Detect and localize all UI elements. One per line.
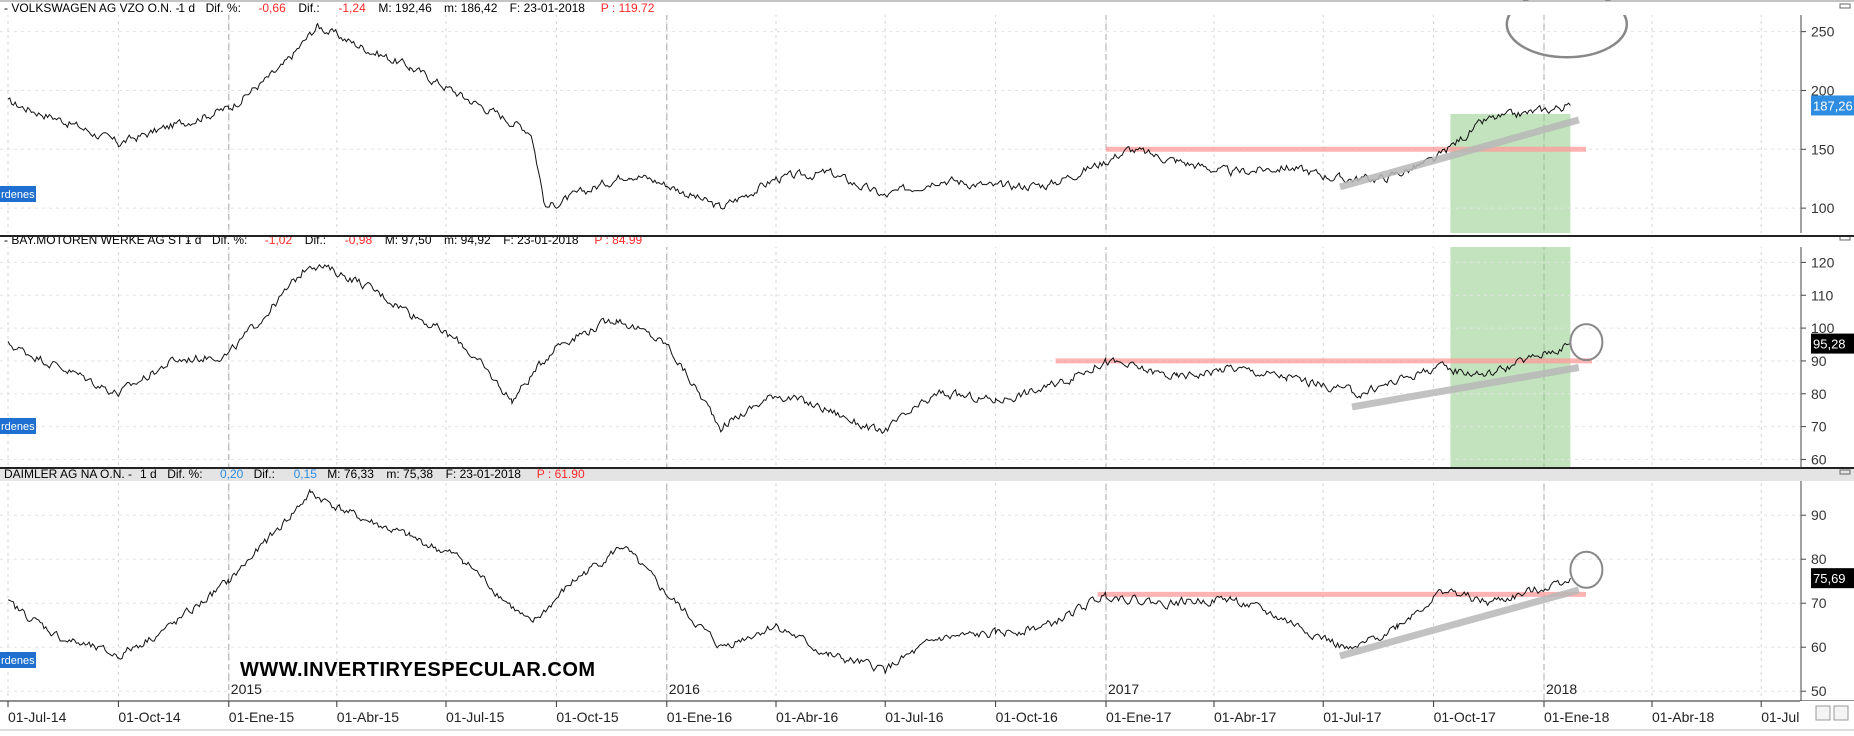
y-tick-label: 110 <box>1811 287 1834 303</box>
x-tick-label-10: 01-Ene-17 <box>1106 709 1172 725</box>
header-field-0: - VOLKSWAGEN AG VZO O.N. - <box>4 1 180 15</box>
header-field-9: P : 119.72 <box>601 1 655 15</box>
year-label-0: 2015 <box>231 681 262 697</box>
x-tick-label-15: 01-Abr-18 <box>1652 709 1714 725</box>
x-tick-label-6: 01-Ene-16 <box>667 709 733 725</box>
panel-minimize-icon <box>1839 3 1851 9</box>
x-tick-label-14: 01-Ene-18 <box>1544 709 1610 725</box>
orders-badge-label: rdenes <box>1 189 35 201</box>
trend-line <box>1339 116 1580 191</box>
y-tick-label: 80 <box>1811 551 1827 567</box>
x-tick-label-8: 01-Jul-16 <box>885 709 944 725</box>
panel-bmw <box>0 261 1800 460</box>
header-field-3: 0,20 <box>220 467 244 481</box>
header-field-2: Dif. %: <box>206 1 241 15</box>
last-price-label: 75,69 <box>1813 571 1846 586</box>
year-label-2: 2017 <box>1108 681 1139 697</box>
header-field-6: M: 192,46 <box>378 1 432 15</box>
x-tick-label-5: 01-Oct-15 <box>556 709 618 725</box>
x-tick-label-0: 01-Jul-14 <box>8 709 67 725</box>
header-field-4: Dif.: <box>298 1 319 15</box>
price-line-bmw <box>7 263 1571 435</box>
x-tick-label-13: 01-Oct-17 <box>1434 709 1496 725</box>
header-field-1: 1 d <box>140 467 157 481</box>
y-tick-label: 70 <box>1811 419 1827 435</box>
orders-badge <box>0 418 36 434</box>
header-field-9: P : 61.90 <box>537 467 585 481</box>
header-field-7: m: 75,38 <box>386 467 433 481</box>
y-tick-label: 200 <box>1811 82 1835 98</box>
x-tick-label-3: 01-Abr-15 <box>337 709 399 725</box>
header-field-8: F: 23-01-2018 <box>510 1 586 15</box>
header-field-5: -1,24 <box>338 1 366 15</box>
x-tick-label-2: 01-Ene-15 <box>229 709 295 725</box>
orders-badge-label: rdenes <box>1 655 35 667</box>
x-tick-label-9: 01-Oct-16 <box>996 709 1058 725</box>
trend-line <box>1339 586 1580 660</box>
y-tick-label: 80 <box>1811 386 1827 402</box>
watermark-text: WWW.INVERTIRYESPECULAR.COM <box>240 659 596 681</box>
panel-minimize-icon <box>1839 469 1851 475</box>
x-tick-label-1: 01-Oct-14 <box>118 709 180 725</box>
last-price-box <box>1811 333 1854 354</box>
header-field-5: 0,15 <box>294 467 318 481</box>
orders-badge-label: rdenes <box>1 421 35 433</box>
trend-line <box>1351 364 1580 411</box>
grid-icon <box>1833 705 1849 721</box>
y-tick-label: 60 <box>1811 451 1827 467</box>
y-tick-label: 90 <box>1811 507 1827 523</box>
header-field-8: F: 23-01-2018 <box>446 467 522 481</box>
price-line-volkswagen <box>7 22 1571 210</box>
panel-daimler <box>0 488 1800 692</box>
y-tick-label: 50 <box>1811 683 1827 699</box>
x-tick-label-12: 01-Jul-17 <box>1323 709 1382 725</box>
highlight-zone <box>1450 114 1571 480</box>
header-field-1: 1 d <box>178 1 195 15</box>
x-tick-label-4: 01-Jul-15 <box>446 709 505 725</box>
panel-header-daimler: DAIMLER AG NA O.N. - 1 d Dif. %: 0,20 Dif.: 0… <box>4 467 585 481</box>
last-price-box <box>1811 568 1854 589</box>
header-field-4: Dif.: <box>254 467 275 481</box>
ellipse-annotation <box>1569 323 1604 362</box>
year-label-1: 2016 <box>669 681 700 697</box>
y-tick-label: 60 <box>1811 639 1827 655</box>
panel-header-volkswagen: - VOLKSWAGEN AG VZO O.N. -1 d Dif. %: -0,6… <box>4 1 655 15</box>
header-field-3: -0,66 <box>258 1 286 15</box>
header-field-7: m: 186,42 <box>444 1 498 15</box>
y-tick-label: 100 <box>1811 200 1835 216</box>
zoom-icon <box>1815 705 1831 721</box>
ellipse-annotation <box>1569 550 1604 589</box>
y-tick-label: 70 <box>1811 595 1827 611</box>
last-price-box <box>1811 95 1854 116</box>
price-line-daimler <box>7 488 1571 674</box>
orders-badge <box>0 652 36 668</box>
x-tick-label-11: 01-Abr-17 <box>1214 709 1276 725</box>
y-tick-label: 150 <box>1811 141 1835 157</box>
ellipse-annotation <box>1505 0 1629 59</box>
header-field-2: Dif. %: <box>167 467 202 481</box>
header-field-6: M: 76,33 <box>327 467 374 481</box>
header-field-0: DAIMLER AG NA O.N. - <box>4 467 132 481</box>
panel-volkswagen <box>0 0 1800 210</box>
last-price-label: 95,28 <box>1813 337 1846 352</box>
y-tick-label: 120 <box>1811 254 1835 270</box>
y-tick-label: 250 <box>1811 24 1835 40</box>
last-price-label: 187,26 <box>1813 98 1853 113</box>
y-tick-label: 90 <box>1811 353 1827 369</box>
y-tick-label: 100 <box>1811 320 1835 336</box>
year-label-3: 2018 <box>1546 681 1577 697</box>
x-tick-label-7: 01-Abr-16 <box>776 709 838 725</box>
orders-badge <box>0 186 36 202</box>
